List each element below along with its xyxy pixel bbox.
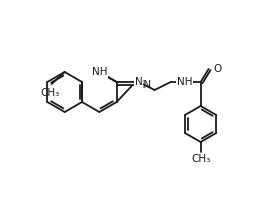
Text: NH: NH bbox=[92, 67, 107, 77]
Text: NH: NH bbox=[177, 77, 193, 87]
Text: CH₃: CH₃ bbox=[40, 88, 59, 98]
Text: O: O bbox=[214, 64, 222, 74]
Text: CN: CN bbox=[137, 80, 152, 90]
Text: CH₃: CH₃ bbox=[191, 154, 210, 164]
Text: N: N bbox=[135, 77, 143, 87]
